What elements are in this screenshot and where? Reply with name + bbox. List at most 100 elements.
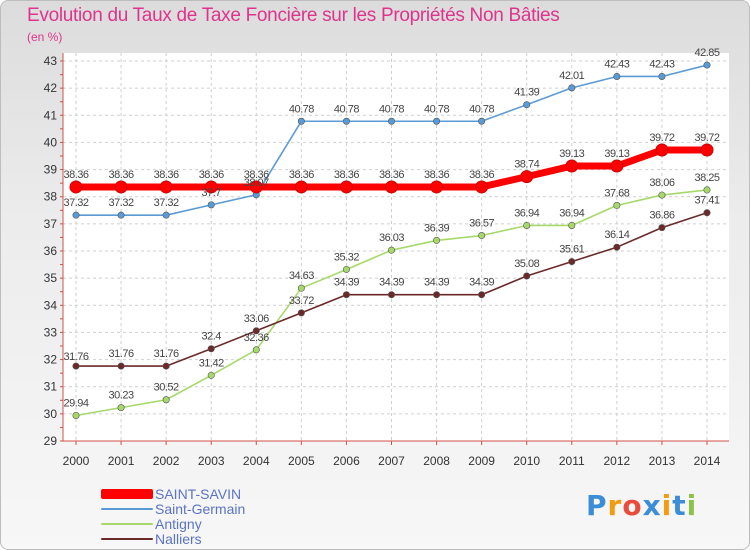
data-label: 38.36	[334, 169, 359, 181]
data-point	[159, 180, 173, 194]
data-point	[658, 224, 666, 232]
data-point	[342, 291, 350, 299]
data-label: 39.13	[604, 148, 629, 160]
y-tick-label: 32	[44, 353, 58, 367]
data-label: 42.01	[559, 70, 584, 82]
data-point	[658, 72, 666, 80]
data-label: 37.7	[202, 187, 222, 199]
data-label: 36.57	[469, 218, 494, 230]
data-point	[568, 84, 576, 92]
data-label: 38.36	[244, 169, 269, 181]
data-point	[207, 345, 215, 353]
logo-letter: i	[661, 489, 673, 522]
data-label: 39.13	[559, 148, 584, 160]
legend-item: Nalliers	[101, 531, 202, 547]
logo-letter: t	[672, 489, 687, 522]
data-label: 29.94	[63, 397, 88, 409]
data-point	[655, 143, 669, 157]
data-label: 41.39	[514, 87, 539, 99]
data-label: 38.36	[109, 169, 134, 181]
x-tick-label: 2008	[423, 454, 450, 468]
proxiti-logo: Proxiti	[586, 489, 697, 522]
data-point	[610, 159, 624, 173]
data-label: 40.78	[424, 103, 449, 115]
logo-letter: o	[622, 489, 643, 522]
x-tick-label: 2004	[243, 454, 270, 468]
x-tick-label: 2005	[288, 454, 315, 468]
data-label: 32.36	[244, 332, 269, 344]
data-label: 33.72	[289, 295, 314, 307]
data-label: 40.78	[469, 103, 494, 115]
x-tick-label: 2001	[108, 454, 135, 468]
data-label: 31.42	[199, 357, 224, 369]
data-point	[475, 180, 489, 194]
y-tick-label: 43	[44, 54, 58, 68]
x-tick-label: 2010	[513, 454, 540, 468]
logo-letter: x	[642, 489, 662, 522]
data-point	[162, 396, 170, 404]
data-label: 42.85	[694, 47, 719, 59]
data-point	[207, 371, 215, 379]
x-tick-label: 2014	[694, 454, 721, 468]
legend-swatch	[101, 488, 153, 499]
data-label: 42.43	[649, 58, 674, 70]
data-point	[478, 232, 486, 240]
x-tick-label: 2009	[468, 454, 495, 468]
data-label: 38.36	[469, 169, 494, 181]
data-point	[162, 211, 170, 219]
data-point	[523, 272, 531, 280]
data-point	[117, 211, 125, 219]
data-point	[294, 180, 308, 194]
data-label: 39.72	[694, 132, 719, 144]
data-label: 34.39	[424, 277, 449, 289]
data-point	[207, 201, 215, 209]
data-label: 38.06	[649, 177, 674, 189]
y-tick-label: 29	[44, 434, 58, 448]
data-label: 38.36	[289, 169, 314, 181]
data-label: 32.4	[202, 331, 222, 343]
data-point	[613, 201, 621, 209]
y-tick-label: 33	[44, 325, 58, 339]
data-point	[700, 143, 714, 157]
y-tick-label: 38	[44, 190, 58, 204]
legend-item: Saint-Germain	[101, 501, 245, 517]
data-point	[568, 258, 576, 266]
data-label: 34.63	[289, 270, 314, 282]
data-label: 38.07	[244, 177, 269, 189]
data-label: 37.68	[604, 187, 629, 199]
chart-subtitle: (en %)	[27, 30, 63, 44]
data-point	[387, 246, 395, 254]
data-label: 35.61	[559, 244, 584, 256]
data-point	[297, 284, 305, 292]
logo-letter: i	[686, 489, 698, 522]
data-label: 40.78	[379, 103, 404, 115]
data-point	[387, 291, 395, 299]
data-point	[72, 211, 80, 219]
x-tick-label: 2007	[378, 454, 405, 468]
data-label: 40.78	[334, 103, 359, 115]
data-label: 38.36	[63, 169, 88, 181]
data-label: 38.36	[379, 169, 404, 181]
data-point	[703, 61, 711, 69]
y-tick-label: 40	[44, 135, 58, 149]
legend-label: Antigny	[155, 515, 202, 532]
data-label: 36.03	[379, 232, 404, 244]
data-label: 34.39	[469, 277, 494, 289]
data-point	[342, 117, 350, 125]
y-tick-label: 37	[44, 217, 58, 231]
data-point	[565, 159, 579, 173]
data-label: 37.32	[63, 197, 88, 209]
data-label: 30.23	[109, 390, 134, 402]
data-label: 35.32	[334, 251, 359, 263]
data-point	[433, 236, 441, 244]
legend-swatch	[101, 537, 153, 540]
y-tick-label: 41	[44, 108, 58, 122]
data-point	[430, 180, 444, 194]
data-point	[613, 72, 621, 80]
x-tick-label: 2006	[333, 454, 360, 468]
data-point	[252, 346, 260, 354]
data-point	[72, 362, 80, 370]
data-label: 42.43	[604, 58, 629, 70]
data-point	[117, 362, 125, 370]
